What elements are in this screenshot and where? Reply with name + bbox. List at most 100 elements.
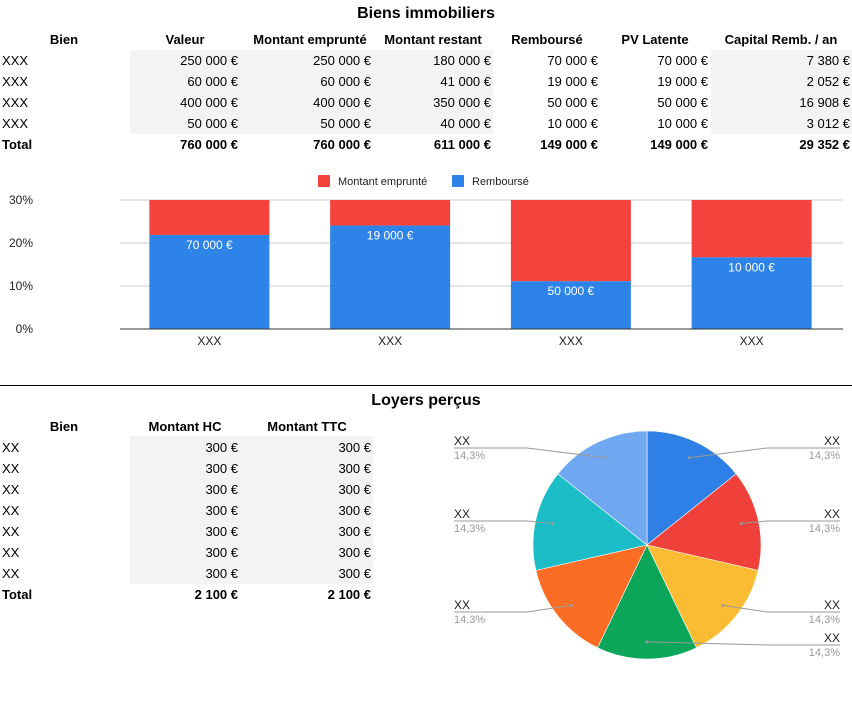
pie-chart: XX 14,3% XX 14,3% XX 14,3% XX 14,3% XX 14,3% XX 14,… — [454, 430, 840, 660]
bar-y-tick-label: 0% — [16, 322, 34, 336]
biens-cell: XXX — [2, 116, 29, 131]
pie-slice-label: XX — [454, 434, 470, 448]
pie-slice — [597, 544, 697, 660]
loyers-shade — [130, 436, 373, 584]
biens-cell: 10 000 € — [547, 116, 598, 131]
pie-leader-dot — [569, 603, 573, 607]
legend-swatch — [318, 175, 330, 187]
bar-chart: Montant emprunté Remboursé 0% 10% 20% 30% 70… — [9, 175, 843, 348]
legend-label: Montant emprunté — [338, 176, 427, 188]
loyers-cell: XX — [2, 482, 20, 497]
pie-slice-percent: 14,3% — [809, 647, 840, 659]
section-divider — [0, 385, 852, 386]
bar-series: 70 000 € 19 000 € 50 000 € 10 000 € — [120, 200, 843, 330]
bar-montant-emprunte — [149, 200, 270, 235]
pie-leader-line — [454, 520, 553, 524]
loyers-title: Loyers perçus — [371, 392, 481, 409]
pie-slice-label: XX — [454, 507, 470, 521]
pie-slice-percent: 14,3% — [454, 523, 485, 535]
pie-labels: XX 14,3% XX 14,3% XX 14,3% XX 14,3% XX 14,3% XX 14,… — [454, 434, 840, 659]
loyers-cell: 300 € — [205, 566, 238, 581]
biens-shade-right — [711, 50, 852, 134]
loyers-cell: 300 € — [338, 482, 371, 497]
loyers-header-0: Bien — [49, 419, 79, 434]
biens-cell: 50 000 € — [320, 116, 371, 131]
loyers-cell: 300 € — [338, 524, 371, 539]
pie-slice — [646, 473, 762, 571]
bar-rembourse — [149, 234, 270, 329]
biens-cell: 2 052 € — [806, 74, 850, 89]
pie-slice — [646, 544, 759, 649]
bar-y-tick-label: 30% — [9, 193, 33, 207]
loyers-header-2: Montant TTC — [267, 419, 347, 434]
pie-slice-label: XX — [454, 598, 470, 612]
biens-cell: 250 000 € — [180, 53, 238, 68]
biens-cell: 400 000 € — [180, 95, 238, 110]
pie-slices — [532, 430, 762, 660]
bar-data-label: 70 000 € — [186, 238, 233, 252]
biens-header-5: PV Latente — [621, 32, 689, 47]
bar-rembourse — [510, 281, 631, 329]
biens-cell: 60 000 € — [187, 74, 238, 89]
loyers-total-cell: Total — [2, 587, 33, 602]
biens-cell: XXX — [2, 74, 29, 89]
pie-leader-dot — [739, 521, 743, 525]
pie-leader-line — [722, 604, 840, 613]
loyers-cell: 300 € — [338, 503, 371, 518]
biens-shade-left — [130, 50, 493, 134]
biens-cell: 19 000 € — [657, 74, 708, 89]
pie-slice-label: XX — [824, 507, 840, 521]
loyers-cell: 300 € — [338, 545, 371, 560]
bar-y-axis: 0% 10% 20% 30% — [9, 193, 33, 336]
biens-total-cell: Total — [2, 137, 33, 152]
biens-cell: 19 000 € — [547, 74, 598, 89]
bar-rembourse — [330, 225, 451, 329]
biens-header-1: Valeur — [165, 32, 205, 47]
loyers-cell: XX — [2, 503, 20, 518]
loyers-cell: 300 € — [205, 461, 238, 476]
legend-label: Remboursé — [472, 176, 529, 188]
bar-montant-emprunte — [691, 200, 812, 258]
biens-cell: 250 000 € — [313, 53, 371, 68]
biens-cell: 50 000 € — [547, 95, 598, 110]
loyers-cell: XX — [2, 545, 20, 560]
bar-x-tick-label: XXX — [559, 334, 583, 348]
biens-cell: 400 000 € — [313, 95, 371, 110]
biens-cell: 3 012 € — [806, 116, 850, 131]
loyers-cell: 300 € — [205, 503, 238, 518]
pie-leader-dot — [721, 603, 725, 607]
loyers-cell: 300 € — [338, 440, 371, 455]
biens-total-cell: 29 352 € — [799, 137, 850, 152]
loyers-cell: 300 € — [338, 461, 371, 476]
loyers-cell: 300 € — [338, 566, 371, 581]
bar-x-tick-label: XXX — [378, 334, 402, 348]
pie-slice-percent: 14,3% — [809, 523, 840, 535]
pie-slice — [557, 430, 648, 546]
biens-cell: 40 000 € — [440, 116, 491, 131]
pie-slice-percent: 14,3% — [454, 450, 485, 462]
pie-leader-line — [646, 641, 840, 646]
pie-slice — [535, 544, 648, 649]
loyers-total-cell: 2 100 € — [194, 587, 238, 602]
biens-header-4: Remboursé — [511, 32, 583, 47]
bar-montant-emprunte — [510, 200, 631, 282]
bar-montant-emprunte — [330, 200, 451, 226]
bar-data-label: 19 000 € — [367, 229, 414, 243]
biens-total-cell: 611 000 € — [433, 137, 491, 152]
loyers-cell: XX — [2, 566, 20, 581]
biens-cell: 7 380 € — [806, 53, 850, 68]
bar-y-tick-label: 10% — [9, 279, 33, 293]
biens-cell: 50 000 € — [187, 116, 238, 131]
biens-cell: 16 908 € — [799, 95, 850, 110]
loyers-header-1: Montant HC — [148, 419, 222, 434]
legend-swatch — [452, 175, 464, 187]
biens-cell: 50 000 € — [657, 95, 708, 110]
pie-slice — [532, 473, 648, 571]
biens-cell: 180 000 € — [433, 53, 491, 68]
bar-data-label: 50 000 € — [548, 284, 595, 298]
bar-rembourse — [691, 257, 812, 329]
biens-cell: 350 000 € — [433, 95, 491, 110]
biens-header-0: Bien — [49, 32, 79, 47]
bar-x-tick-label: XXX — [740, 334, 764, 348]
pie-slice-percent: 14,3% — [454, 614, 485, 626]
